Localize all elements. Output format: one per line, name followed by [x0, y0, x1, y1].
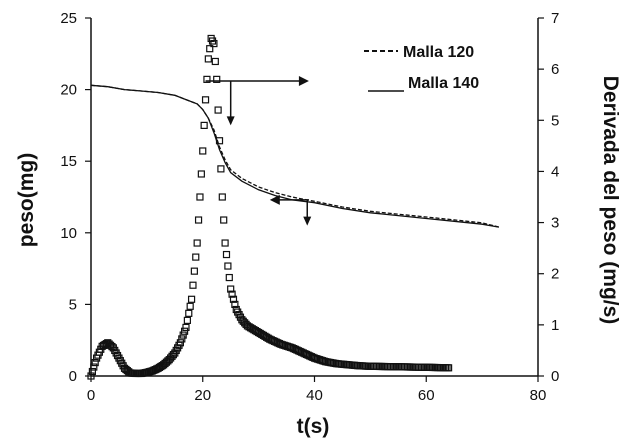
derivative-point [179, 331, 187, 339]
derivative-point [211, 57, 219, 66]
derivative-point [221, 239, 229, 247]
y-right-tick-label: 4 [551, 163, 559, 180]
derivative-point [196, 193, 204, 201]
y-left-tick-label: 15 [60, 153, 77, 170]
derivative-point [178, 335, 186, 343]
derivative-point [217, 165, 225, 173]
y-right-tick-label: 0 [551, 368, 559, 385]
derivative-point [194, 216, 203, 224]
y-left-tick-label: 5 [69, 296, 77, 313]
derivative-point [186, 302, 194, 310]
derivative-point [214, 106, 222, 114]
y-right-tick-label: 2 [551, 266, 559, 283]
derivative-point [193, 239, 201, 247]
y-left-tick-label: 10 [60, 225, 77, 242]
derivative-point [91, 358, 99, 367]
derivative-point [182, 323, 190, 332]
derivative-point [88, 367, 96, 376]
derivative-point [229, 295, 238, 303]
derivative-point [197, 170, 205, 178]
y-axis-right-title: Derivada del peso (mg/s) [599, 76, 619, 325]
derivative-point [210, 39, 218, 48]
derivative-point [203, 75, 211, 83]
legend-label-malla-140: Malla 140 [408, 75, 479, 92]
derivative-point [231, 300, 239, 308]
x-tick-label: 60 [418, 387, 435, 404]
series-line-malla-140 [90, 84, 500, 228]
y-right-tick-label: 5 [551, 112, 559, 129]
derivative-point [201, 96, 210, 104]
y-right-tick-label: 3 [551, 215, 559, 232]
derivative-point [185, 309, 193, 317]
derivative-point [227, 285, 235, 293]
derivative-point [213, 75, 221, 83]
legend: Malla 120 Malla 140 [364, 44, 479, 92]
arrow-right-head [298, 76, 309, 87]
y-right-tick-label: 1 [551, 317, 559, 334]
derivative-point [225, 273, 233, 282]
arrow-left-head [269, 194, 280, 205]
y-left-tick-label: 0 [69, 368, 77, 385]
derivative-point [180, 327, 189, 335]
derivative-point [183, 316, 191, 324]
derivative-point [206, 45, 214, 53]
derivative-point [215, 137, 224, 145]
y-axis-left-title: peso(mg) [15, 153, 38, 248]
arrow-left-drop-head [303, 216, 312, 226]
x-tick-label: 40 [306, 387, 323, 404]
x-axis-title: t(s) [297, 415, 330, 438]
derivative-point [228, 290, 236, 298]
derivative-point [200, 121, 208, 130]
derivative-point [199, 147, 207, 155]
y-right-tick-label: 6 [551, 61, 559, 78]
derivative-point [220, 216, 228, 224]
derivative-point [218, 193, 226, 201]
y-left-tick-label: 20 [60, 82, 77, 99]
y-right-tick-label: 7 [551, 10, 559, 27]
derivative-markers [87, 34, 453, 380]
derivative-point [192, 253, 200, 261]
derivative-point [204, 55, 212, 63]
derivative-point [190, 267, 198, 275]
x-tick-label: 20 [194, 387, 211, 404]
derivative-point [187, 295, 196, 303]
y-left-tick-label: 25 [60, 10, 77, 27]
plot-area [87, 34, 500, 380]
derivative-point [189, 281, 197, 289]
derivative-point [224, 262, 232, 270]
x-tick-label: 0 [87, 387, 95, 404]
derivative-point [222, 250, 231, 259]
x-tick-label: 80 [530, 387, 547, 404]
annotation-arrows [205, 76, 312, 226]
arrow-right-drop-head [226, 116, 235, 126]
derivative-point [176, 339, 184, 347]
series-line-malla-120 [90, 84, 500, 228]
legend-label-malla-120: Malla 120 [403, 44, 474, 61]
derivative-point [445, 364, 453, 372]
